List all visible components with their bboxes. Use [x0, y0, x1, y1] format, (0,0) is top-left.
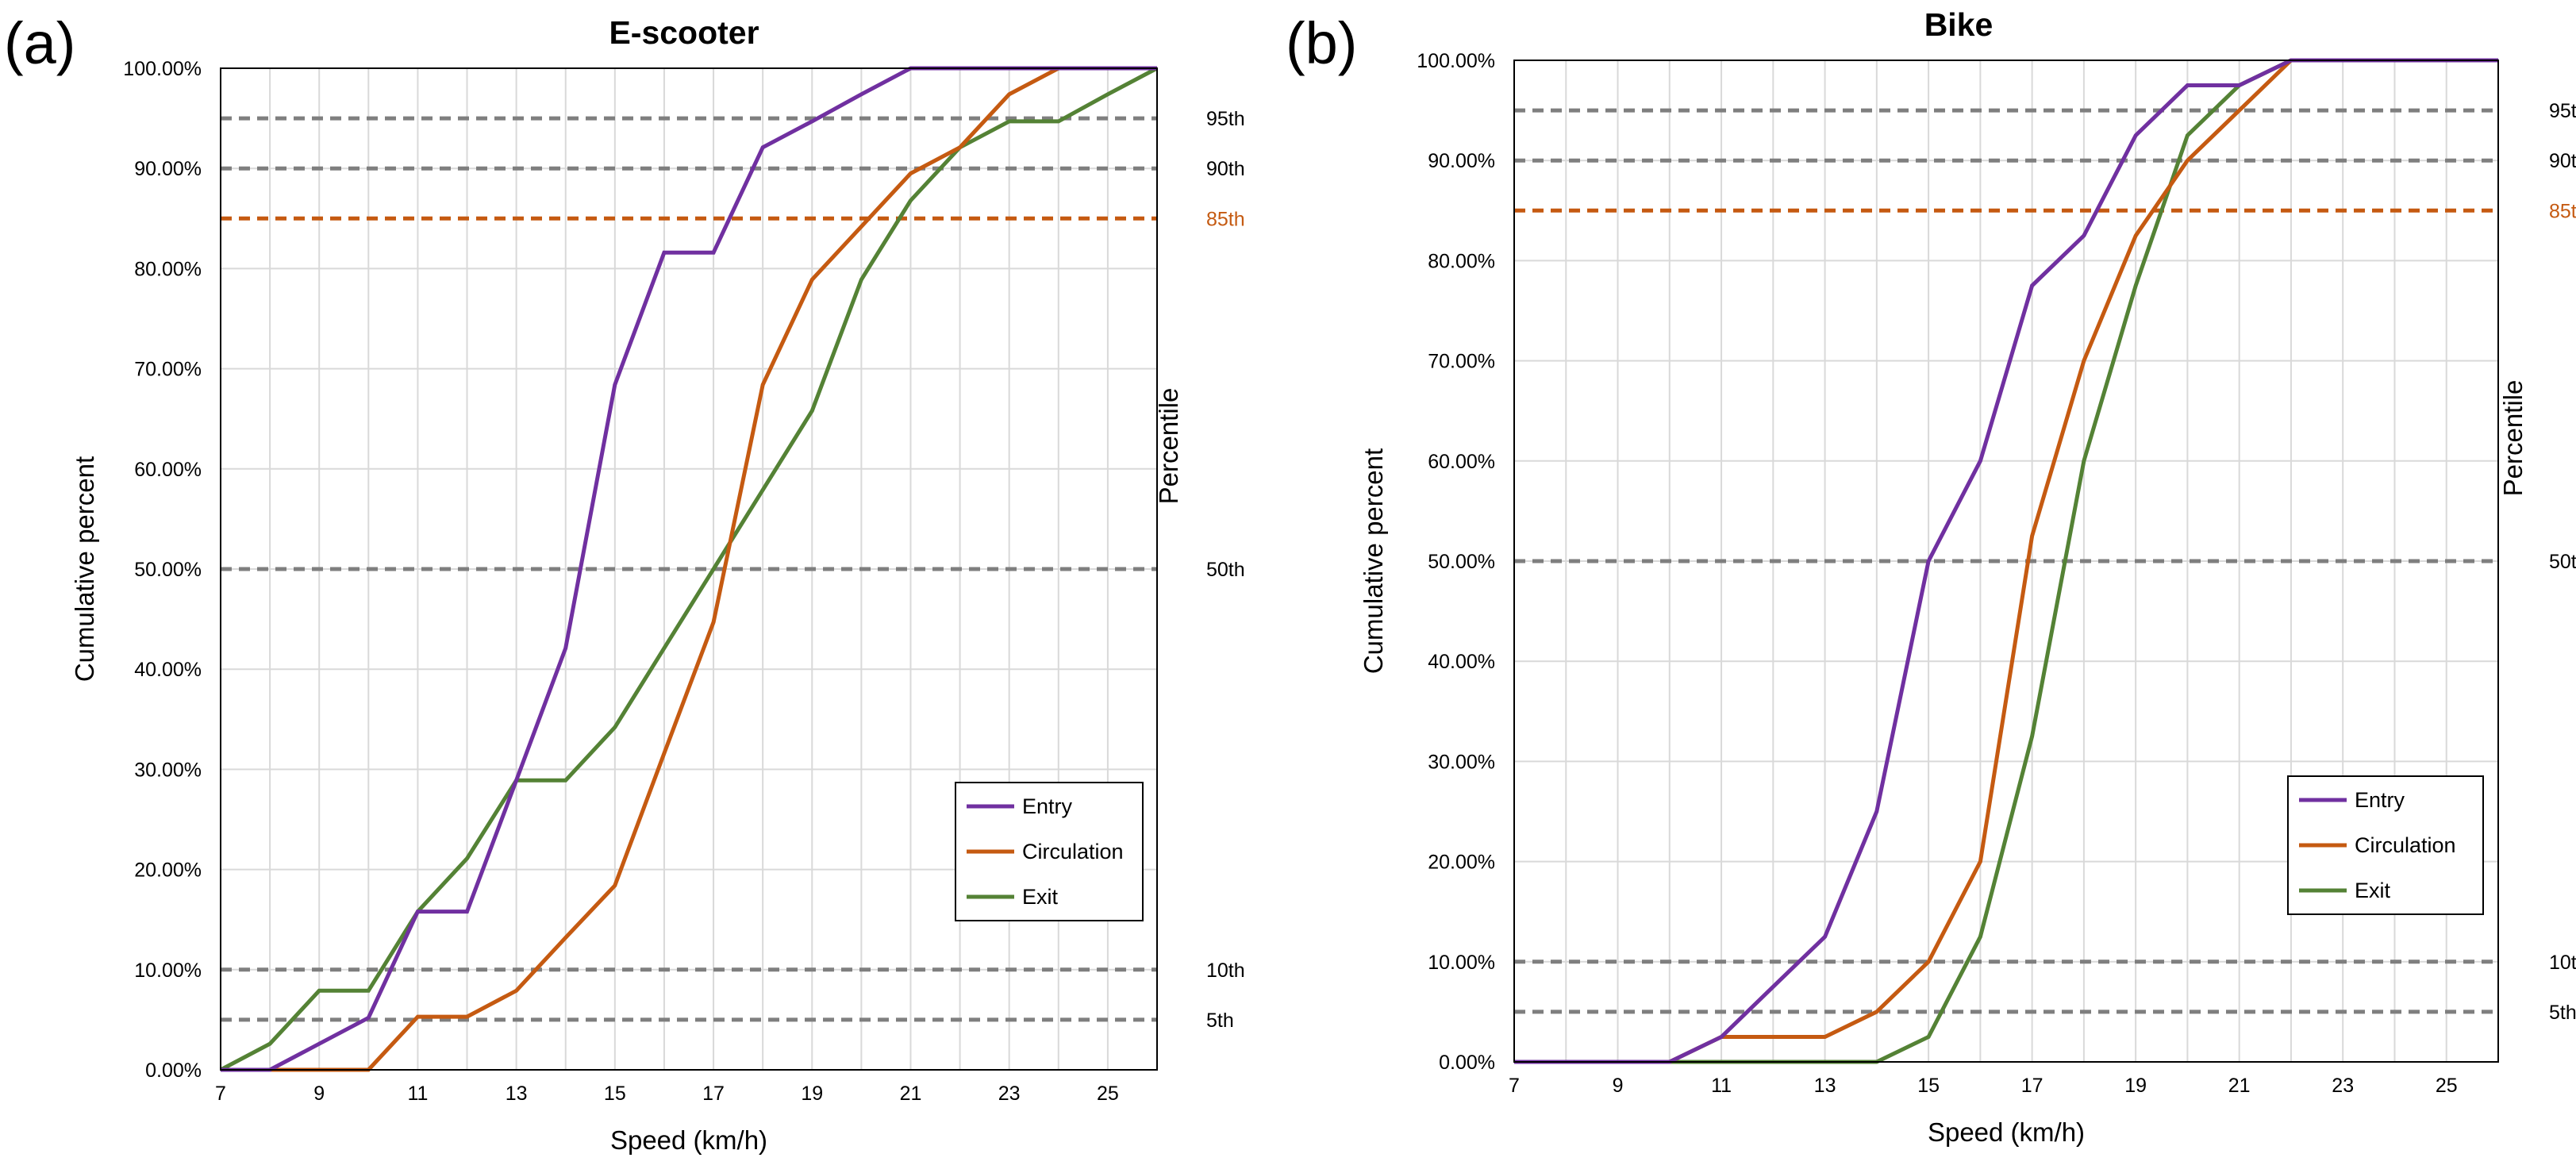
x-tick-label: 7 — [1509, 1075, 1520, 1097]
y-tick-label: 90.00% — [134, 158, 202, 180]
y-tick-label: 40.00% — [1428, 651, 1495, 673]
percentile-label-5th: 5th — [1206, 1010, 1234, 1032]
y-tick-label: 50.00% — [134, 559, 202, 581]
y-tick-label: 80.00% — [1428, 250, 1495, 272]
percentile-label-10th: 10th — [1206, 960, 1245, 982]
x-tick-label: 23 — [998, 1083, 1021, 1105]
y-tick-label: 100.00% — [1417, 50, 1495, 72]
series-line-exit — [219, 66, 1159, 1072]
y-tick-label: 80.00% — [134, 258, 202, 280]
y-tick-label: 50.00% — [1428, 551, 1495, 573]
percentile-label-90th: 90th — [2549, 150, 2576, 172]
x-tick-label: 25 — [1097, 1083, 1119, 1105]
x-tick-label: 11 — [407, 1083, 428, 1105]
y-tick-label: 10.00% — [1428, 952, 1495, 974]
series-line-circulation — [221, 66, 1157, 1072]
chart-panel-escooter: 5th 10th 50th 85th 90th 95th 7 9 11 13 15 17 19 21 23 2… — [4, 10, 1245, 1155]
x-tick-label: 25 — [2436, 1075, 2458, 1097]
y-tick-label: 100.00% — [123, 58, 202, 80]
y-tick-label: 90.00% — [1428, 150, 1495, 172]
y-axis-label: Cumulative percent — [70, 456, 99, 682]
y-tick-label: 70.00% — [1428, 351, 1495, 373]
y-axis-label: Cumulative percent — [1359, 448, 1388, 674]
panel-label: (a) — [4, 10, 75, 76]
secondary-axis-label: Percentile — [1154, 388, 1183, 505]
panel-label: (b) — [1286, 10, 1357, 76]
percentile-label-10th: 10th — [2549, 952, 2576, 974]
y-tick-label: 10.00% — [134, 960, 202, 982]
x-axis-label: Speed (km/h) — [610, 1125, 767, 1155]
y-tick-label: 0.00% — [145, 1060, 202, 1082]
y-tick-label: 40.00% — [134, 659, 202, 681]
x-tick-label: 21 — [2228, 1075, 2251, 1097]
x-tick-label: 21 — [900, 1083, 922, 1105]
x-tick-label: 9 — [1613, 1075, 1624, 1097]
y-tick-label: 20.00% — [134, 860, 202, 882]
plot-frame — [1513, 60, 2499, 1063]
legend-label-circulation: Circulation — [1022, 840, 1124, 863]
x-tick-label: 19 — [801, 1083, 823, 1105]
x-tick-label: 17 — [702, 1083, 725, 1105]
chart-title: Bike — [1924, 6, 1994, 43]
secondary-axis-label: Percentile — [2498, 380, 2528, 497]
legend-label-exit: Exit — [1022, 885, 1059, 909]
percentile-label-5th: 5th — [2549, 1002, 2576, 1024]
plot-frame — [220, 67, 1158, 1071]
x-axis-label: Speed (km/h) — [1928, 1117, 2085, 1147]
percentile-label-85th: 85th — [2549, 200, 2576, 222]
x-tick-label: 13 — [1814, 1075, 1836, 1097]
y-tick-label: 30.00% — [1428, 751, 1495, 773]
x-tick-label: 7 — [215, 1083, 226, 1105]
percentile-label-50th: 50th — [1206, 559, 1245, 581]
percentile-label-50th: 50th — [2549, 551, 2576, 573]
y-tick-label: 70.00% — [134, 359, 202, 381]
y-tick-label: 60.00% — [134, 459, 202, 481]
y-tick-label: 0.00% — [1439, 1052, 1495, 1074]
x-tick-label: 13 — [506, 1083, 528, 1105]
x-tick-label: 23 — [2332, 1075, 2354, 1097]
x-tick-label: 15 — [1917, 1075, 1940, 1097]
legend-label-circulation: Circulation — [2355, 833, 2456, 857]
legend-label-exit: Exit — [2355, 879, 2391, 902]
y-tick-label: 20.00% — [1428, 852, 1495, 874]
percentile-label-95th: 95th — [2549, 100, 2576, 122]
legend-label-entry: Entry — [2355, 788, 2405, 812]
chart-title: E-scooter — [609, 14, 759, 51]
chart-panel-bike: 5th 10th 50th 85th 90th 95th 7 9 11 13 15 17 19 21 23 2… — [1286, 6, 2576, 1147]
legend-label-entry: Entry — [1022, 794, 1073, 818]
percentile-label-85th: 85th — [1206, 208, 1245, 230]
x-tick-label: 15 — [604, 1083, 626, 1105]
x-tick-label: 17 — [2021, 1075, 2043, 1097]
x-tick-label: 19 — [2124, 1075, 2147, 1097]
x-tick-label: 11 — [1711, 1075, 1732, 1097]
percentile-label-90th: 90th — [1206, 158, 1245, 180]
y-tick-label: 30.00% — [134, 759, 202, 781]
y-tick-label: 60.00% — [1428, 451, 1495, 473]
percentile-label-95th: 95th — [1206, 108, 1245, 130]
x-tick-label: 9 — [313, 1083, 325, 1105]
